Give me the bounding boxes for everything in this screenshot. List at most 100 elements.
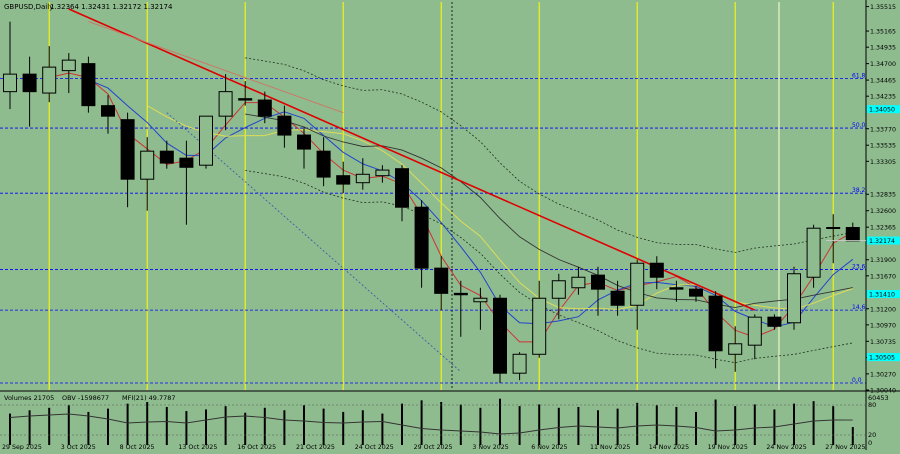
highlight-price-label: 1.34050 bbox=[869, 107, 895, 114]
fibo-label: 38.2 bbox=[852, 187, 866, 194]
candle-body bbox=[61, 59, 76, 72]
time-tick-label: 21 Oct 2025 bbox=[296, 444, 335, 450]
highlight-price-box bbox=[867, 353, 900, 362]
envelope-line bbox=[245, 57, 853, 253]
price-tick-label: 1.34935 bbox=[870, 45, 896, 52]
indicator-panel bbox=[0, 390, 900, 445]
mfi-label: MFI(21) 49.7787 bbox=[122, 394, 176, 402]
candle-body bbox=[767, 316, 782, 327]
candle-body bbox=[845, 227, 860, 242]
time-axis: 29 Sep 2025 3 Oct 2025 8 Oct 2025 13 Oct 20… bbox=[2, 444, 866, 451]
mfi-line bbox=[9, 413, 853, 435]
candle-body bbox=[493, 297, 507, 374]
candle-body bbox=[179, 157, 194, 168]
price-tick-label: 1.31200 bbox=[870, 306, 896, 313]
highlight-price-box bbox=[867, 105, 900, 114]
price-tick-label: 1.30735 bbox=[870, 339, 896, 346]
price-tick-label: 1.32365 bbox=[870, 225, 896, 232]
indicator-scale-top: 60453 bbox=[868, 394, 889, 402]
price-tick-label: 1.34465 bbox=[870, 78, 896, 85]
candle-body bbox=[199, 115, 213, 166]
candle-body bbox=[473, 297, 488, 303]
time-tick-label: 11 Nov 2025 bbox=[590, 444, 630, 450]
candle-body bbox=[316, 150, 331, 178]
candle-body bbox=[787, 273, 801, 324]
trend-channel-line bbox=[88, 21, 344, 114]
candle-body bbox=[747, 316, 762, 346]
candle-body bbox=[81, 63, 96, 107]
price-tick-label: 1.33305 bbox=[870, 159, 896, 166]
candle-body bbox=[610, 290, 625, 306]
highlight-price-label: 1.30505 bbox=[869, 355, 895, 362]
fibo-label: 23.6 bbox=[852, 264, 866, 271]
time-tick-label: 3 Oct 2025 bbox=[61, 444, 96, 450]
time-tick-label: 13 Oct 2025 bbox=[178, 444, 217, 450]
candle-body bbox=[120, 119, 135, 180]
time-tick-label: 24 Oct 2025 bbox=[355, 444, 394, 450]
candle-body bbox=[630, 262, 645, 306]
time-tick-label: 8 Oct 2025 bbox=[120, 444, 155, 450]
price-tick-label: 1.31670 bbox=[870, 273, 896, 280]
candle-body bbox=[551, 280, 566, 299]
ohlc-label: 1.32364 1.32431 1.32172 1.32174 bbox=[50, 3, 173, 11]
volumes-label: Volumes 21705 bbox=[4, 394, 54, 402]
moving-average-line bbox=[245, 113, 853, 309]
fibo-label: 61.8 bbox=[852, 72, 866, 79]
candle-body bbox=[571, 276, 586, 289]
price-tick-label: 1.32835 bbox=[870, 192, 896, 199]
trendlines bbox=[68, 8, 756, 373]
candle-body bbox=[101, 105, 115, 117]
candle-body bbox=[238, 98, 253, 101]
price-axis: 1.35515 1.35165 1.34935 1.34700 1.34465 1.342… bbox=[826, 0, 900, 450]
price-tick-label: 1.35165 bbox=[870, 29, 896, 36]
price-tick-label: 1.33770 bbox=[870, 126, 896, 133]
time-tick-label: 19 Nov 2025 bbox=[708, 444, 748, 450]
candle-body bbox=[395, 168, 409, 208]
candle-body bbox=[649, 262, 664, 278]
time-tick-label: 24 Nov 2025 bbox=[766, 444, 806, 450]
price-tick-label: 1.30270 bbox=[870, 371, 896, 378]
time-tick-label: 16 Oct 2025 bbox=[237, 444, 276, 450]
candle-body bbox=[453, 292, 468, 296]
time-tick-label: 29 Oct 2025 bbox=[414, 444, 453, 450]
time-tick-label: 6 Nov 2025 bbox=[531, 444, 567, 450]
candle-body bbox=[140, 150, 155, 180]
envelope-line bbox=[245, 170, 853, 364]
price-tick-label: 1.32600 bbox=[870, 208, 896, 215]
symbol-label: GBPUSD,Daily bbox=[4, 3, 53, 11]
highlight-price-box bbox=[867, 290, 900, 299]
candle-body bbox=[297, 134, 311, 150]
highlight-price-label: 1.31410 bbox=[869, 292, 895, 299]
indicator-scale-80: 80 bbox=[868, 401, 876, 409]
candle-body bbox=[42, 66, 57, 94]
indicator-scale-20: 20 bbox=[868, 431, 876, 439]
support-channel-line bbox=[166, 112, 462, 373]
time-tick-label: 14 Nov 2025 bbox=[649, 444, 689, 450]
candle-body bbox=[689, 288, 703, 297]
time-tick-label: 27 Nov 2025 bbox=[825, 444, 865, 450]
candles bbox=[3, 21, 860, 383]
time-tick-label: 29 Sep 2025 bbox=[2, 444, 42, 450]
candle-body bbox=[3, 73, 17, 93]
candle-body bbox=[22, 73, 37, 93]
candle-body bbox=[806, 227, 821, 278]
price-tick-label: 1.33535 bbox=[870, 143, 896, 150]
price-tick-label: 1.30970 bbox=[870, 322, 896, 329]
candle-body bbox=[826, 227, 841, 230]
time-tick-label: 3 Nov 2025 bbox=[472, 444, 508, 450]
price-tick-label: 1.34700 bbox=[870, 61, 896, 68]
candle-body bbox=[355, 173, 370, 184]
candle-body bbox=[434, 267, 449, 294]
moving-average-line bbox=[88, 79, 854, 328]
price-tick-label: 1.34235 bbox=[870, 94, 896, 101]
price-tick-label: 1.31900 bbox=[870, 257, 896, 264]
candle-body bbox=[218, 91, 233, 117]
price-tick-label: 1.35515 bbox=[870, 4, 896, 11]
obv-label: OBV -1598677 bbox=[62, 394, 109, 402]
candle-body bbox=[375, 169, 390, 177]
descending-trendline bbox=[68, 8, 756, 311]
fibo-label: 14.6 bbox=[852, 304, 866, 311]
